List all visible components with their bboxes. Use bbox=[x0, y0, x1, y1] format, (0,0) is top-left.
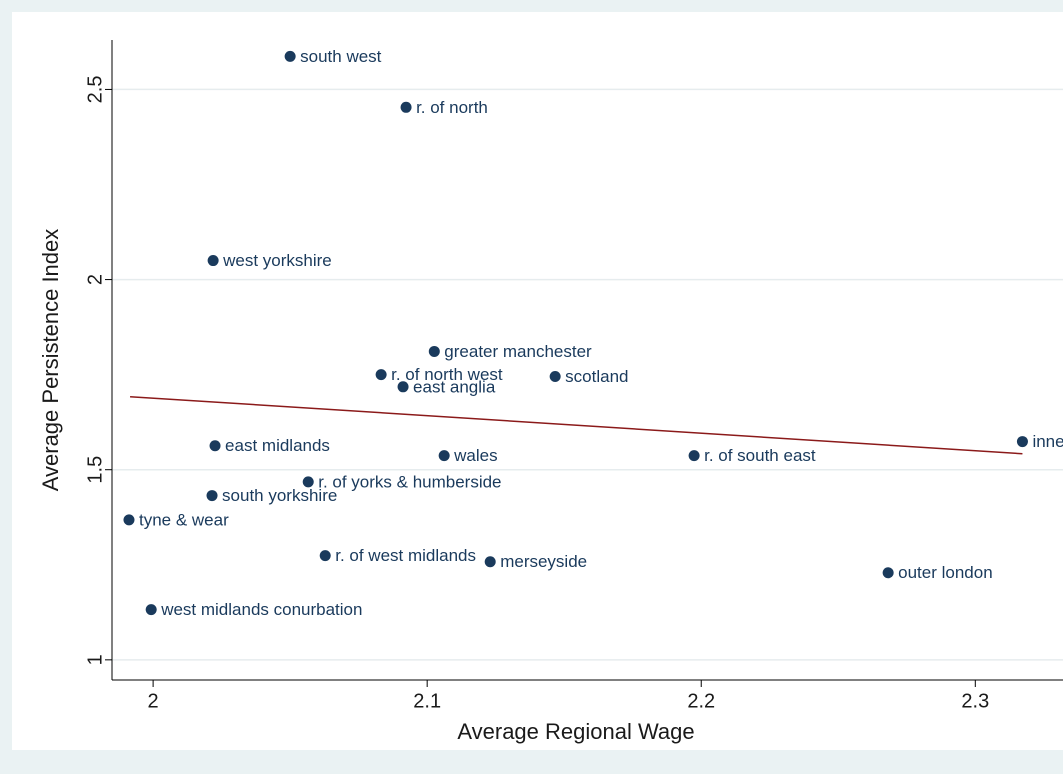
point bbox=[145, 604, 157, 616]
point bbox=[1016, 436, 1028, 448]
y-tick-label: 2 bbox=[84, 274, 106, 285]
x-tick-label: 2 bbox=[148, 690, 159, 712]
point bbox=[400, 101, 412, 113]
point bbox=[397, 381, 409, 393]
y-tick-label: 1 bbox=[84, 654, 106, 665]
point-label: tyne & wear bbox=[139, 510, 229, 529]
point-label: r. of north west bbox=[391, 365, 503, 384]
point-label: merseyside bbox=[500, 552, 587, 571]
y-axis-label: Average Persistence Index bbox=[38, 229, 63, 492]
point bbox=[375, 369, 387, 381]
point bbox=[284, 50, 296, 62]
point-label: wales bbox=[453, 446, 497, 465]
plot-background bbox=[12, 12, 1063, 750]
x-tick-label: 2.1 bbox=[413, 690, 441, 712]
point bbox=[428, 345, 440, 357]
y-tick-label: 1.5 bbox=[84, 456, 106, 484]
point-label: west midlands conurbation bbox=[160, 600, 362, 619]
x-axis-label: Average Regional Wage bbox=[457, 719, 694, 744]
point-label: r. of north bbox=[416, 98, 488, 117]
point bbox=[207, 255, 219, 267]
point-label: greater manchester bbox=[444, 342, 592, 361]
point bbox=[549, 371, 561, 383]
point bbox=[206, 490, 218, 502]
point-label: east anglia bbox=[413, 377, 496, 396]
x-tick-label: 2.3 bbox=[961, 690, 989, 712]
point-label: east midlands bbox=[225, 436, 330, 455]
point bbox=[302, 476, 314, 488]
point-label: outer london bbox=[898, 563, 993, 582]
point-label: south west bbox=[300, 47, 382, 66]
point bbox=[438, 450, 450, 462]
point-label: south yorkshire bbox=[222, 486, 337, 505]
point bbox=[484, 556, 496, 568]
point-label: west yorkshire bbox=[222, 251, 332, 270]
point-label: r. of west midlands bbox=[335, 546, 476, 565]
x-tick-label: 2.2 bbox=[687, 690, 715, 712]
point-label: inner london bbox=[1032, 432, 1063, 451]
point bbox=[209, 440, 221, 452]
point bbox=[123, 514, 135, 526]
point bbox=[319, 550, 331, 562]
point-label: r. of south east bbox=[704, 446, 816, 465]
y-tick-label: 2.5 bbox=[84, 76, 106, 104]
point bbox=[688, 450, 700, 462]
point-label: scotland bbox=[565, 367, 628, 386]
point bbox=[882, 567, 894, 579]
fit-line bbox=[130, 395, 1023, 455]
point-label: r. of yorks & humberside bbox=[318, 472, 501, 491]
